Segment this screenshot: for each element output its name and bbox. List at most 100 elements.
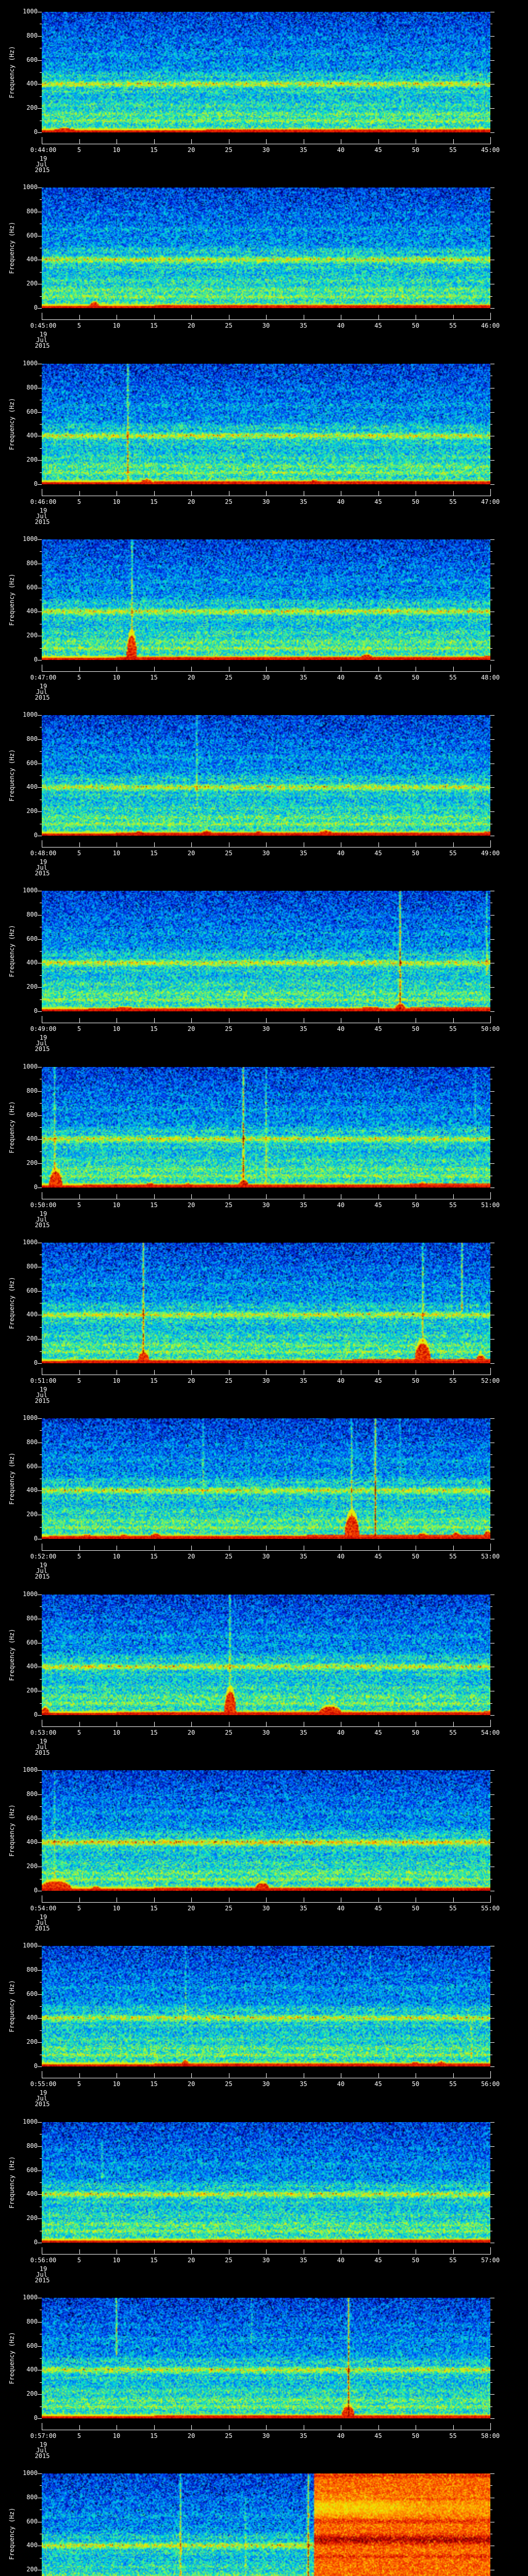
panel-end-time: 57:00 (481, 2257, 500, 2264)
y-minor-tick-right (490, 424, 492, 425)
date-month: Jul (36, 1919, 47, 1926)
y-minor-tick-left (40, 551, 42, 552)
y-major-tick-left (38, 308, 42, 309)
y-major-tick-left (38, 460, 42, 461)
x-axis-end-tick (490, 1895, 491, 1902)
y-tick-label: 200 (26, 104, 38, 112)
x-tick-label: 10 (112, 1025, 121, 1032)
x-major-tick (154, 2073, 155, 2078)
y-minor-tick-right (490, 751, 492, 752)
y-minor-tick-left (40, 1782, 42, 1783)
y-axis-title: Frequency (Hz) (8, 749, 15, 802)
y-tick-label: 800 (26, 383, 38, 391)
panel-end-time: 51:00 (481, 1201, 500, 1209)
y-tick-label: 600 (26, 2517, 38, 2525)
date-month: Jul (36, 161, 47, 168)
x-tick-label: 45 (374, 2432, 382, 2439)
y-major-tick-left (38, 1418, 42, 1419)
y-major-tick-right (490, 412, 494, 413)
spectrogram-panel: Frequency (Hz) 0 200 400 600 800 1000 5 10 15 20 2… (0, 0, 528, 176)
x-major-tick (378, 1194, 379, 1199)
y-major-tick-right (490, 60, 494, 61)
x-tick-label: 40 (337, 1377, 345, 1384)
y-major-tick-right (490, 715, 494, 716)
y-major-tick-right (490, 1163, 494, 1164)
y-minor-tick-left (40, 999, 42, 1000)
x-major-tick (191, 1897, 192, 1902)
date-day: 19 (39, 1386, 47, 1393)
y-tick-label: 400 (26, 256, 38, 263)
x-tick-label: 30 (262, 1553, 270, 1560)
y-major-tick-left (38, 787, 42, 788)
y-major-tick-right (490, 1770, 494, 1771)
y-minor-tick-right (490, 472, 492, 473)
y-tick-label: 1000 (23, 535, 38, 543)
x-tick-label: 30 (262, 146, 270, 154)
y-minor-tick-left (40, 2358, 42, 2359)
panel-end-time: 46:00 (481, 322, 500, 329)
y-major-tick-left (38, 1970, 42, 1971)
spectrogram-panel: Frequency (Hz) 0 200 400 600 800 1000 5 10 15 20 2… (0, 352, 528, 528)
y-tick-label: 0 (34, 128, 38, 135)
y-minor-tick-left (40, 2182, 42, 2183)
x-major-tick (378, 1897, 379, 1902)
x-major-tick (79, 1546, 80, 1550)
x-tick-label: 30 (262, 674, 270, 681)
x-tick-label: 55 (449, 850, 457, 857)
y-major-tick-right (490, 460, 494, 461)
x-tick-label: 35 (300, 850, 307, 857)
y-minor-tick-left (40, 424, 42, 425)
x-tick-label: 55 (449, 2080, 457, 2088)
spectrogram-image (42, 2122, 490, 2243)
y-tick-label: 200 (26, 2214, 38, 2222)
x-tick-label: 50 (411, 850, 420, 857)
x-major-tick (191, 2073, 192, 2078)
y-tick-label: 1000 (23, 2118, 38, 2125)
y-tick-label: 0 (34, 1711, 38, 1718)
y-minor-tick-left (40, 1454, 42, 1455)
x-major-tick (191, 667, 192, 671)
y-tick-label: 600 (26, 1638, 38, 1646)
x-major-tick (79, 491, 80, 496)
spectrogram-image (42, 1067, 490, 1188)
y-minor-tick-left (40, 2382, 42, 2383)
x-tick-label: 55 (449, 1905, 457, 1912)
y-minor-tick-left (40, 1351, 42, 1352)
y-major-tick-left (38, 987, 42, 988)
x-major-tick (266, 315, 267, 319)
y-major-tick-right (490, 108, 494, 109)
y-minor-tick-right (490, 999, 492, 1000)
y-minor-tick-left (40, 272, 42, 273)
x-major-tick (378, 842, 379, 847)
spectrogram-panel: Frequency (Hz) 0 200 400 600 800 1000 5 10 15 20 2… (0, 703, 528, 879)
spectrogram-image (42, 12, 490, 132)
y-major-tick-left (38, 132, 42, 133)
date-month: Jul (36, 1567, 47, 1574)
y-minor-tick-right (490, 1127, 492, 1128)
y-axis-title: Frequency (Hz) (8, 573, 15, 626)
x-tick-label: 25 (225, 1377, 233, 1384)
x-tick-label: 50 (411, 1377, 420, 1384)
y-major-tick-left (38, 1091, 42, 1092)
panel-start-time: 0:49:00 (30, 1025, 57, 1032)
y-tick-label: 200 (26, 807, 38, 815)
x-major-tick (154, 491, 155, 496)
x-major-tick (154, 842, 155, 847)
x-major-tick (453, 842, 454, 847)
x-major-tick (378, 139, 379, 144)
y-tick-label: 400 (26, 607, 38, 615)
x-tick-label: 10 (112, 1377, 121, 1384)
x-major-tick (191, 1370, 192, 1375)
y-major-tick-right (490, 1363, 494, 1364)
x-tick-label: 25 (225, 674, 233, 681)
y-tick-label: 400 (26, 959, 38, 967)
y-tick-label: 600 (26, 231, 38, 239)
y-tick-label: 800 (26, 1614, 38, 1622)
x-tick-label: 45 (374, 674, 382, 681)
x-tick-label: 5 (77, 2257, 81, 2264)
y-tick-label: 1000 (23, 8, 38, 15)
y-tick-label: 200 (26, 2566, 38, 2573)
y-minor-tick-right (490, 775, 492, 776)
x-tick-label: 20 (187, 146, 195, 154)
x-major-tick (453, 667, 454, 671)
